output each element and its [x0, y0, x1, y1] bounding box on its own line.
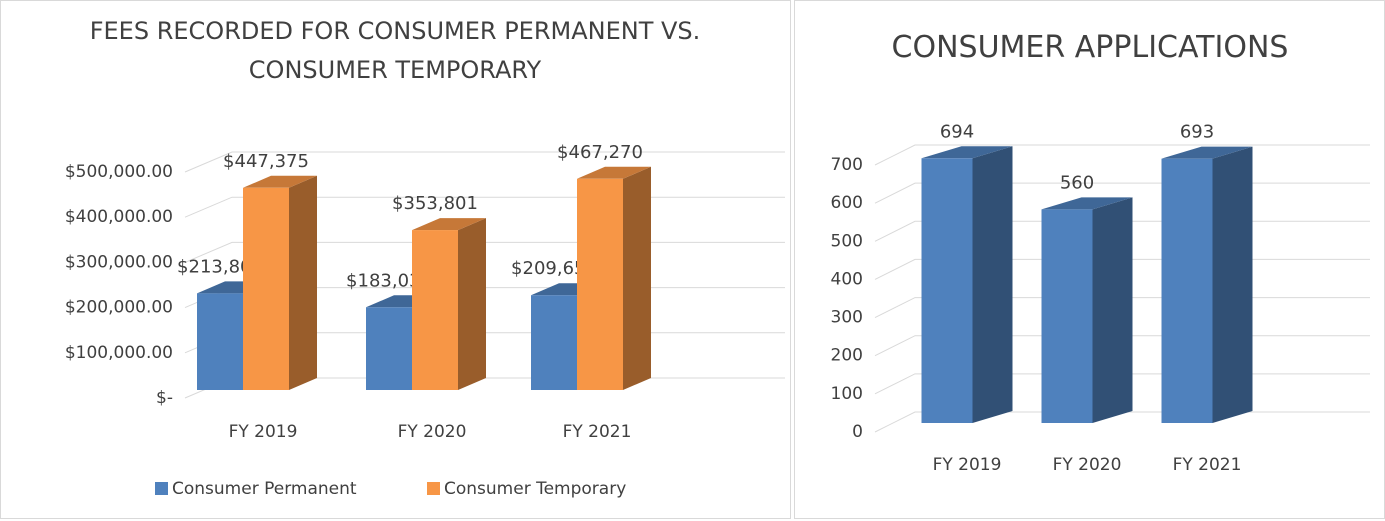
bar — [366, 307, 412, 390]
legend-swatch — [155, 482, 168, 495]
legend-label: Consumer Permanent — [172, 479, 357, 499]
bar-top — [921, 146, 1013, 159]
bar — [412, 230, 458, 390]
grid-line — [184, 151, 785, 173]
y-tick-label: 300 — [831, 308, 863, 328]
bar — [531, 295, 577, 390]
bar-top — [243, 175, 317, 188]
chart-title: CONSUMER APPLICATIONS — [891, 30, 1289, 65]
y-tick-label: $500,000.00 — [65, 162, 173, 182]
data-label: $213,800 — [177, 256, 263, 277]
y-tick-label: 600 — [831, 193, 863, 213]
y-tick-label: $300,000.00 — [65, 252, 173, 272]
chart-title: FEES RECORDED FOR CONSUMER PERMANENT VS.… — [89, 17, 701, 84]
bar — [243, 187, 289, 390]
y-tick-label: $- — [156, 388, 173, 408]
data-label: $209,650 — [511, 258, 597, 279]
x-tick-label: FY 2021 — [563, 422, 632, 442]
data-label: $447,375 — [223, 151, 309, 172]
data-label: $183,030 — [346, 270, 432, 291]
y-tick-label: 700 — [831, 155, 863, 175]
y-tick-label: $200,000.00 — [65, 298, 173, 318]
bar — [1041, 209, 1093, 423]
y-tick-label: 200 — [831, 346, 863, 366]
data-label: 693 — [1180, 122, 1214, 143]
bar — [577, 178, 623, 390]
y-tick-label: 100 — [831, 384, 863, 404]
bar — [197, 293, 243, 390]
data-label: $467,270 — [557, 142, 643, 163]
x-tick-label: FY 2019 — [933, 455, 1002, 475]
bar-side — [458, 218, 486, 390]
data-label: 694 — [940, 121, 974, 142]
bar-side — [289, 175, 317, 390]
chart-panel — [0, 0, 791, 519]
data-label: $353,801 — [392, 193, 478, 214]
x-tick-label: FY 2019 — [229, 422, 298, 442]
bar-top — [412, 218, 486, 231]
x-tick-label: FY 2020 — [1053, 455, 1122, 475]
x-tick-label: FY 2020 — [398, 422, 467, 442]
bar — [921, 158, 973, 423]
y-tick-label: $400,000.00 — [65, 207, 173, 227]
bar-side — [623, 166, 651, 390]
legend-label: Consumer Temporary — [444, 479, 626, 499]
x-tick-label: FY 2021 — [1173, 455, 1242, 475]
y-tick-label: 400 — [831, 269, 863, 289]
bar-top — [1041, 197, 1133, 210]
bar — [1161, 158, 1213, 424]
data-label: 560 — [1060, 172, 1094, 193]
legend-swatch — [427, 482, 440, 495]
grid-line — [874, 144, 1370, 166]
bar-top — [577, 166, 651, 179]
y-tick-label: 500 — [831, 231, 863, 251]
bar-top — [1161, 146, 1253, 159]
bar-side — [1092, 197, 1133, 423]
bar-side — [1212, 146, 1253, 424]
y-tick-label: $100,000.00 — [65, 343, 173, 363]
bar-side — [972, 146, 1013, 423]
y-tick-label: 0 — [852, 422, 863, 442]
